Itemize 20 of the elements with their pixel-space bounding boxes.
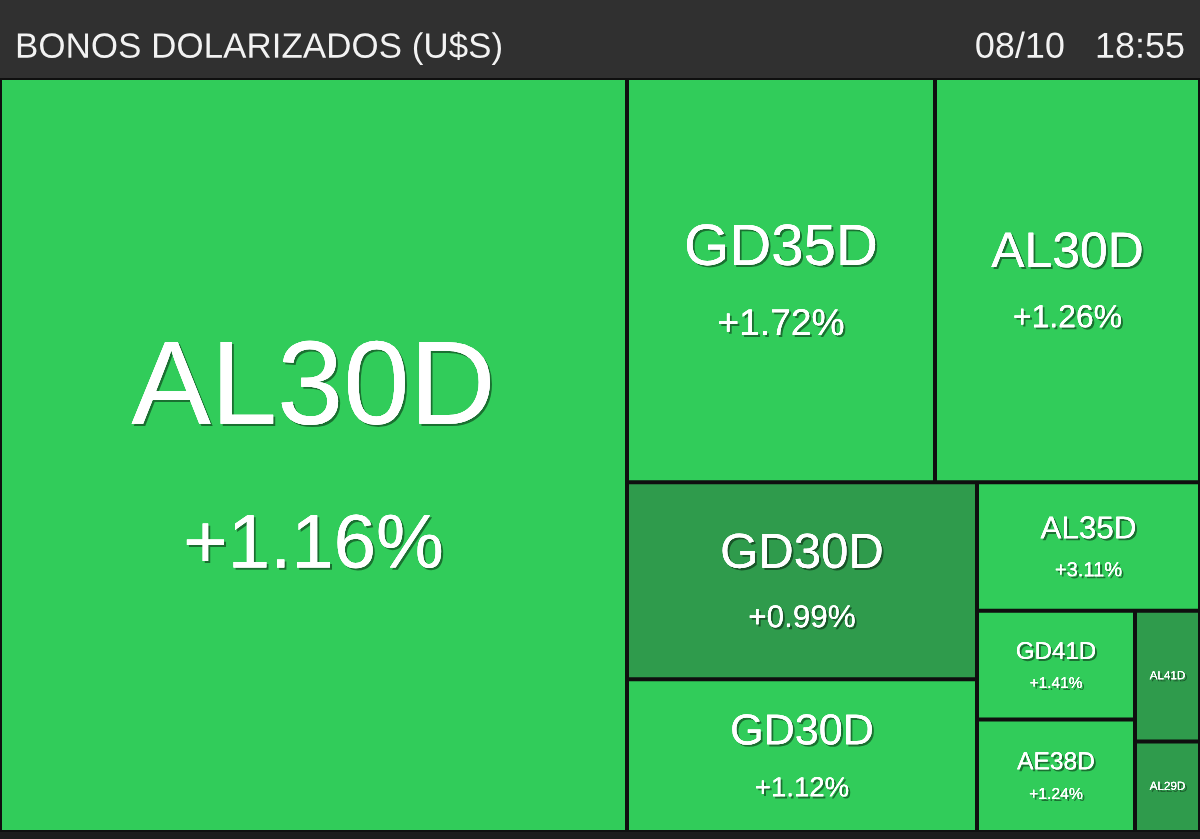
category-label: GD30D (722, 533, 884, 571)
category-label: AE38D (1017, 752, 1096, 772)
text: BONOS DOLARIZADOS (U$S) (17, 31, 501, 65)
category-label: AL30D (131, 340, 492, 428)
data-label: +1.26% (1014, 304, 1124, 330)
data-label: +1.41% (1030, 677, 1084, 691)
category-label: AL41D (1149, 671, 1187, 682)
data-label: +1.72% (719, 309, 846, 338)
data-label: +1.12% (756, 777, 851, 799)
data-label: +0.99% (749, 605, 857, 630)
data-label: +1.16% (186, 514, 444, 571)
text: 08/10 18:55 (976, 31, 1184, 59)
category-label: AL29D (1149, 781, 1187, 792)
category-label: AL35D (1040, 516, 1138, 541)
category-label: GD30D (732, 714, 874, 747)
data-label: +1.24% (1029, 787, 1085, 802)
category-label: AL30D (991, 232, 1144, 270)
category-label: GD35D (687, 224, 878, 268)
data-label: +3.11% (1055, 562, 1124, 579)
category-label: GD41D (1017, 641, 1098, 662)
